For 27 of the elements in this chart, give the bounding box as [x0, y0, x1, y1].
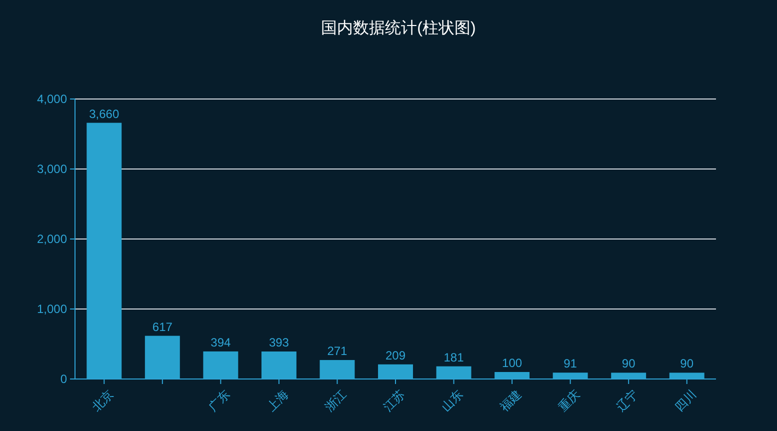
data-label: 90 [622, 356, 636, 371]
chart-title: 国内数据统计(柱状图) [321, 19, 476, 37]
data-label: 393 [268, 335, 290, 350]
x-tick-label: 辽宁 [614, 387, 641, 414]
x-tick-label: 四川 [672, 387, 699, 414]
data-label: 617 [152, 320, 173, 334]
data-label: 181 [444, 350, 464, 364]
x-tick-label: 重庆 [556, 387, 582, 414]
y-tick-label: 2,000 [36, 232, 68, 246]
x-tick-label: 山东 [438, 387, 466, 414]
y-tick-label: 0 [60, 372, 68, 386]
y-tick-label: 4,000 [36, 92, 68, 106]
x-tick-label: 广东 [206, 387, 233, 414]
data-label: 271 [327, 344, 348, 358]
y-tick-label: 1,000 [36, 302, 68, 316]
x-tick-label: 北京 [89, 387, 116, 414]
y-tick-label: 3,000 [36, 162, 68, 176]
data-label: 90 [680, 356, 694, 371]
data-label: 3,660 [89, 106, 120, 121]
data-label: 209 [385, 348, 406, 362]
x-tick-label: 浙江 [322, 387, 350, 414]
data-label: 91 [564, 356, 578, 371]
data-label: 100 [502, 356, 522, 370]
x-tick-label: 江苏 [380, 387, 408, 414]
x-tick-label: 上海 [264, 387, 292, 414]
x-tick-label: 福建 [497, 387, 524, 414]
data-label: 394 [210, 335, 232, 350]
